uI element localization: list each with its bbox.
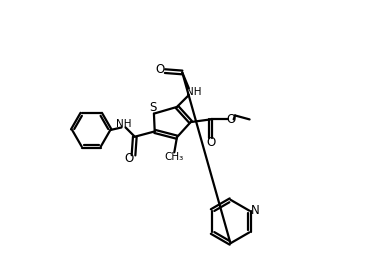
Text: CH₃: CH₃ [165,152,184,162]
Text: S: S [149,100,156,114]
Text: O: O [227,113,236,126]
Text: NH: NH [116,119,132,129]
Text: O: O [206,136,215,149]
Text: NH: NH [186,87,201,97]
Text: O: O [156,63,165,76]
Text: N: N [251,204,260,217]
Text: O: O [124,152,133,165]
